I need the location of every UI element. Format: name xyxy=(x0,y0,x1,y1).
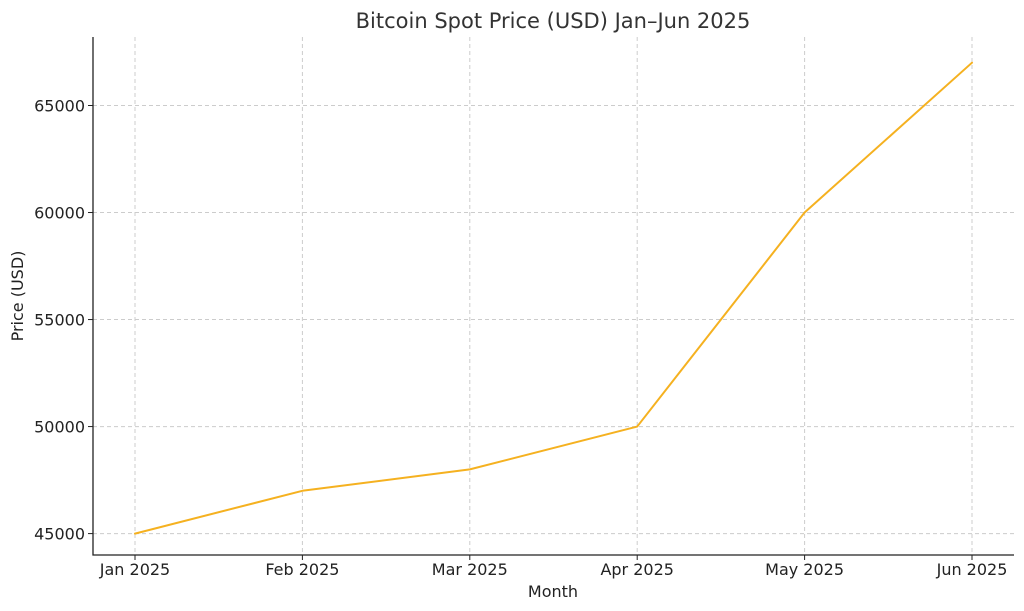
y-axis-label: Price (USD) xyxy=(8,251,27,342)
x-tick-label: Jun 2025 xyxy=(936,560,1008,579)
y-tick-label: 60000 xyxy=(34,204,85,223)
series-layer xyxy=(134,61,973,535)
x-tick-label: Mar 2025 xyxy=(432,560,508,579)
chart-title: Bitcoin Spot Price (USD) Jan–Jun 2025 xyxy=(356,9,751,33)
axis-spines xyxy=(92,37,1014,556)
y-tick-label: 55000 xyxy=(34,311,85,330)
x-axis-label: Month xyxy=(528,582,578,601)
x-tick-label: Feb 2025 xyxy=(265,560,339,579)
series-line xyxy=(134,61,973,535)
y-tick-label: 45000 xyxy=(34,525,85,544)
x-tick-label: Jan 2025 xyxy=(99,560,170,579)
y-tick-label: 65000 xyxy=(34,96,85,115)
grid-layer xyxy=(93,37,1014,555)
y-tick-label: 50000 xyxy=(34,418,85,437)
axes-layer: Jan 2025 Feb 2025 Mar 2025 Apr 2025 May 2025… xyxy=(34,37,1014,579)
x-tick-label: Apr 2025 xyxy=(600,560,673,579)
x-tick-label: May 2025 xyxy=(765,560,844,579)
